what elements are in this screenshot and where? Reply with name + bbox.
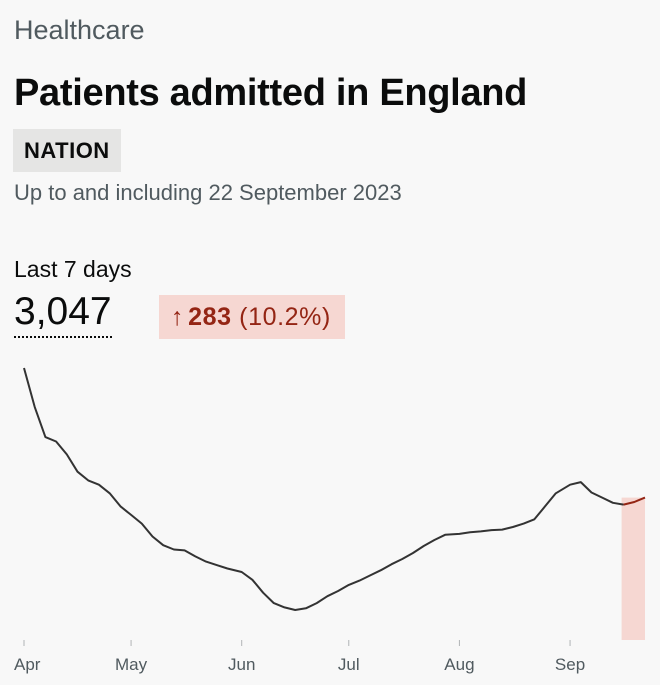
x-tick-label-apr: Apr [14, 655, 41, 674]
page-title: Patients admitted in England [14, 72, 528, 114]
x-tick-label-may: May [115, 655, 148, 674]
arrow-up-icon: ↑ [171, 303, 185, 331]
page-caption: Healthcare [14, 15, 145, 45]
metric-label: Last 7 days [14, 256, 132, 282]
area-type-tag: NATION [13, 129, 121, 172]
x-tick-label-sep: Sep [555, 655, 585, 674]
change-percent: (10.2%) [239, 303, 331, 331]
x-tick-label-aug: Aug [444, 655, 474, 674]
x-tick-label-jul: Jul [338, 655, 360, 674]
change-value: 283 [188, 303, 232, 331]
updated-date: Up to and including 22 September 2023 [14, 180, 402, 205]
last-7-days-line [623, 496, 646, 506]
metric-value[interactable]: 3,047 [14, 290, 112, 338]
series-line [23, 367, 624, 611]
last-7-days-band [621, 497, 645, 640]
x-tick-label-jun: Jun [228, 655, 255, 674]
change-badge: ↑ 283 (10.2%) [159, 295, 345, 339]
